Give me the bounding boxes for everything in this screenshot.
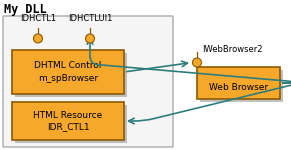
Bar xyxy=(15,105,127,143)
Bar xyxy=(15,53,127,97)
Text: Web Browser: Web Browser xyxy=(209,83,268,92)
Text: My DLL: My DLL xyxy=(4,3,47,16)
Text: HTML Resource: HTML Resource xyxy=(33,111,103,120)
Text: IWebBrowser2: IWebBrowser2 xyxy=(202,45,262,54)
Bar xyxy=(12,102,124,140)
Bar xyxy=(200,70,283,102)
Text: IDHCTL1: IDHCTL1 xyxy=(20,14,56,23)
Text: DHTML Control: DHTML Control xyxy=(34,61,102,70)
Bar xyxy=(197,67,280,99)
Bar xyxy=(12,50,124,94)
Text: IDHCTLUI1: IDHCTLUI1 xyxy=(68,14,112,23)
Text: m_spBrowser: m_spBrowser xyxy=(38,74,98,83)
Circle shape xyxy=(193,58,201,67)
Circle shape xyxy=(86,34,95,43)
Text: IDR_CTL1: IDR_CTL1 xyxy=(47,122,89,131)
FancyBboxPatch shape xyxy=(3,16,173,147)
Circle shape xyxy=(33,34,42,43)
